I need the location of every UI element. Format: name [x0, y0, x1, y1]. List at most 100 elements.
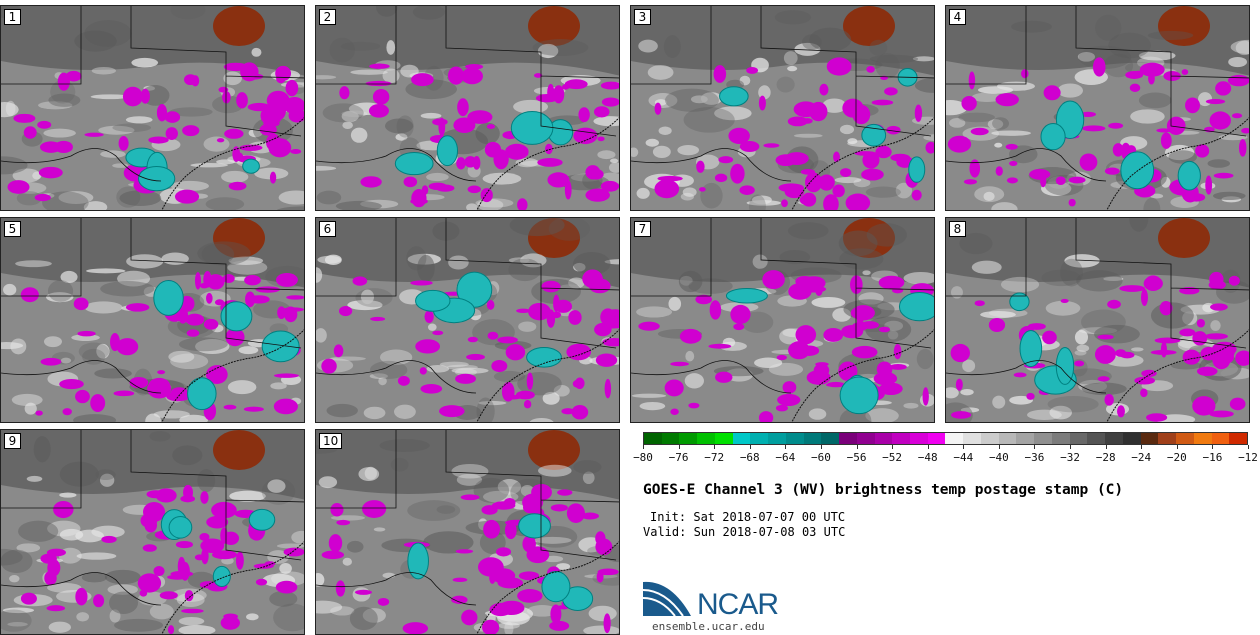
moisture-streak	[382, 68, 400, 83]
dry-patch	[269, 590, 298, 607]
moisture-streak	[107, 584, 138, 595]
moisture-streak	[395, 133, 408, 141]
cold-cloud-top	[1009, 292, 1030, 312]
moisture-streak	[1150, 193, 1164, 199]
colorbar-swatch	[1051, 433, 1070, 444]
convection-cell	[866, 65, 875, 73]
moisture-streak	[1103, 276, 1124, 282]
coastline	[476, 117, 619, 210]
convection-cell	[447, 66, 465, 85]
dry-patch	[1129, 218, 1149, 232]
convection-cell	[38, 166, 63, 179]
convection-cell	[147, 379, 172, 399]
convection-cell	[879, 382, 903, 396]
convection-cell	[995, 166, 1003, 176]
postage-stamp-panel-7: 7	[630, 217, 935, 423]
colorbar-tick	[927, 445, 929, 449]
convection-cell	[1228, 275, 1240, 286]
colorbar-tick	[785, 445, 787, 449]
convection-cell	[968, 71, 976, 90]
convection-cell	[758, 95, 766, 111]
convection-cell	[600, 323, 619, 329]
moisture-streak	[228, 256, 264, 265]
convection-cell	[818, 174, 835, 191]
convection-cell	[553, 85, 565, 104]
convection-cell	[214, 299, 225, 306]
convection-cell	[182, 125, 200, 137]
colorbar-tick-label: −16	[1202, 451, 1223, 464]
colorbar-swatch	[874, 433, 893, 444]
convection-cell	[600, 81, 619, 90]
coastline	[1106, 117, 1249, 210]
convection-cell	[1006, 177, 1018, 184]
colorbar-tick-label: −80	[633, 451, 653, 464]
cold-cloud-top	[242, 158, 260, 174]
colorbar-swatch	[732, 433, 751, 444]
moisture-streak	[378, 376, 387, 386]
dry-patch	[104, 569, 141, 585]
colorbar-swatch	[768, 433, 786, 444]
convection-cell	[183, 484, 193, 501]
convection-cell	[1068, 198, 1076, 207]
moisture-streak	[112, 163, 129, 168]
moisture-streak	[497, 478, 522, 495]
convection-cell	[1156, 128, 1171, 133]
convection-cell	[170, 570, 194, 577]
moisture-streak	[1064, 254, 1100, 268]
moisture-streak	[865, 408, 899, 422]
moisture-streak	[631, 147, 639, 158]
dry-patch	[273, 603, 304, 632]
dry-patch	[869, 54, 919, 64]
dry-patch	[809, 27, 852, 52]
convection-cell	[802, 276, 826, 291]
convection-cell	[20, 287, 39, 303]
dry-patch	[349, 606, 378, 631]
moisture-streak	[448, 255, 469, 270]
moisture-streak	[362, 608, 386, 623]
convection-cell	[878, 275, 905, 290]
convection-cell	[139, 589, 148, 597]
cold-cloud-top	[1040, 123, 1066, 151]
convection-cell	[461, 67, 483, 85]
convection-cell	[1029, 169, 1051, 180]
panel-label: 2	[319, 9, 336, 25]
convection-cell	[175, 540, 194, 549]
colorbar-tick	[1248, 445, 1249, 449]
moisture-streak	[895, 182, 913, 199]
convection-cell	[211, 501, 237, 519]
moisture-streak	[977, 86, 1014, 94]
convection-cell	[1060, 298, 1069, 304]
dry-patch	[509, 218, 565, 237]
moisture-streak	[1230, 39, 1249, 55]
dry-patch	[1103, 53, 1134, 78]
moisture-streak	[639, 401, 666, 411]
convection-cell	[1107, 299, 1121, 309]
dry-patch	[322, 103, 364, 123]
coastline	[161, 117, 304, 210]
convection-cell	[776, 354, 787, 361]
convection-cell	[170, 387, 188, 398]
convection-cell	[961, 96, 977, 111]
convection-cell	[330, 502, 344, 517]
convection-cell	[174, 189, 200, 204]
convection-cell	[1139, 62, 1165, 77]
convection-cell	[1125, 71, 1144, 79]
dry-patch	[1078, 45, 1132, 70]
moisture-streak	[980, 310, 1016, 319]
dry-patch	[179, 337, 228, 352]
convection-cell	[269, 171, 277, 184]
moisture-streak	[170, 180, 209, 192]
convection-cell	[585, 188, 610, 202]
convection-cell	[360, 176, 382, 188]
moisture-streak	[946, 387, 959, 399]
convection-cell	[167, 625, 175, 634]
dry-patch	[476, 397, 495, 422]
dry-patch	[384, 118, 414, 134]
convection-cell	[781, 199, 788, 208]
convection-cell	[950, 343, 970, 363]
convection-cell	[1209, 271, 1224, 287]
colorbar-tick-label: −48	[917, 451, 938, 464]
moisture-streak	[537, 43, 559, 59]
convection-cell	[144, 510, 151, 518]
moisture-streak	[451, 367, 489, 374]
